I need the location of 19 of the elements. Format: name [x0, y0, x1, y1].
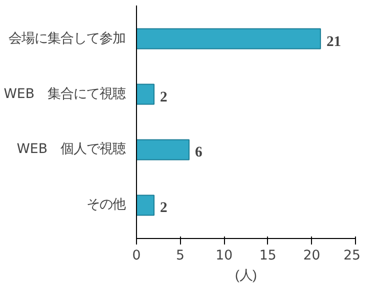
data-label: 2	[160, 89, 168, 106]
bar	[136, 28, 321, 50]
data-label: 6	[195, 144, 202, 161]
x-tick-label: 0	[132, 248, 141, 264]
y-tick-label: WEB 集合にて視聴	[4, 86, 126, 102]
y-tick-label: 会場に集合して参加	[8, 31, 126, 46]
bar	[136, 194, 155, 216]
y-tick-label: WEB 個人で視聴	[16, 142, 126, 158]
bar	[136, 139, 190, 160]
x-tick-label: 20	[303, 248, 320, 264]
y-tick-label: その他	[86, 198, 126, 213]
data-label: 21	[326, 34, 342, 50]
x-tick-label: 25	[344, 248, 361, 264]
x-axis-title: (人)	[235, 268, 257, 282]
x-tick-label: 15	[259, 248, 276, 264]
x-tick-label: 10	[216, 248, 233, 264]
data-label: 2	[160, 200, 168, 216]
bar	[136, 84, 155, 105]
x-tick-label: 5	[176, 248, 185, 264]
